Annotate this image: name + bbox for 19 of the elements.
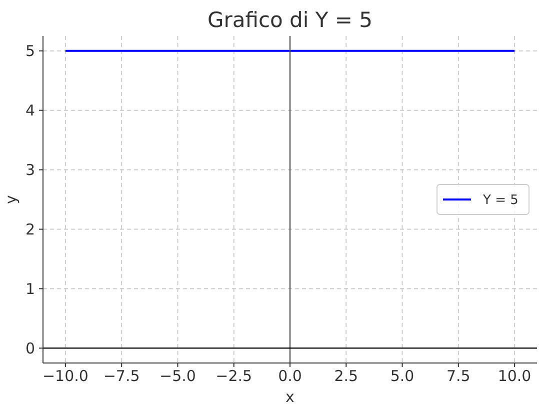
x-tick-label: 10.0 xyxy=(498,367,532,385)
x-tick-label: 5.0 xyxy=(390,367,414,385)
legend-label: Y = 5 xyxy=(482,193,518,208)
x-tick-label: 7.5 xyxy=(446,367,470,385)
y-tick-label: 2 xyxy=(25,220,35,238)
y-axis-title: y xyxy=(2,194,20,204)
y-tick-label: 1 xyxy=(25,280,35,298)
y-tick-label: 4 xyxy=(25,102,35,120)
y-tick-label: 5 xyxy=(25,42,35,60)
x-tick-label: −2.5 xyxy=(216,367,252,385)
y-tick-label: 0 xyxy=(25,339,35,358)
chart-title: Grafico di Y = 5 xyxy=(207,8,373,32)
x-tick-label: 2.5 xyxy=(334,367,358,385)
x-tick-label: −5.0 xyxy=(160,367,196,385)
x-tick-label: −7.5 xyxy=(103,367,140,385)
x-axis-title: x xyxy=(286,388,295,405)
y-tick-label: 3 xyxy=(25,161,35,180)
x-tick-label: −10.0 xyxy=(42,367,88,385)
x-tick-label: 0.0 xyxy=(278,367,302,385)
